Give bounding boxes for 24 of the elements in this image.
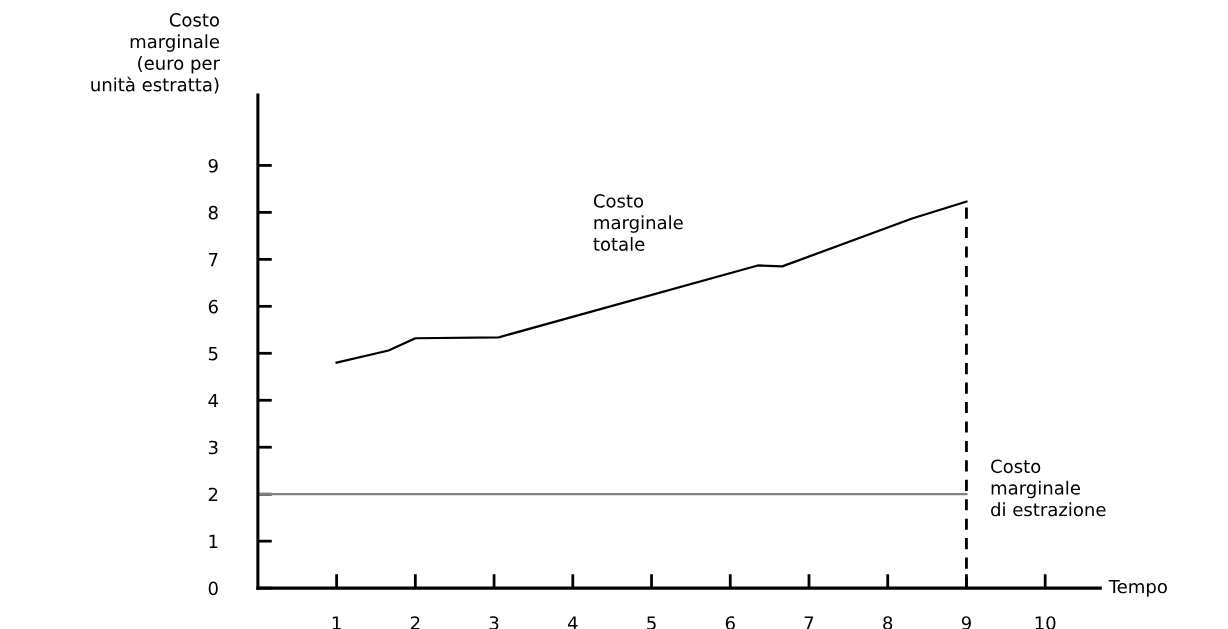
x-tick-label: 8 (883, 616, 893, 629)
x-tick-label: 10 (1035, 616, 1056, 629)
y-axis-title: Costo marginale (euro per unità estratta) (91, 13, 220, 94)
x-tick-label: 7 (804, 616, 814, 629)
y-tick-label: 7 (208, 253, 218, 267)
x-tick-label: 6 (725, 616, 735, 629)
y-tick-label: 5 (208, 346, 218, 361)
x-tick-label: 5 (647, 616, 656, 629)
y-tick-label: 8 (208, 205, 218, 220)
y-tick-label: 6 (208, 299, 218, 314)
x-tick-label: 9 (961, 616, 971, 629)
series-label: Costo marginale totale (593, 194, 683, 251)
x-tick-label: 3 (489, 616, 499, 629)
x-tick-label: 2 (410, 616, 420, 629)
series-label: Costo marginale di estrazione (991, 459, 1106, 517)
y-tick-label: 1 (209, 534, 218, 549)
y-tick-label: 3 (208, 440, 218, 455)
x-tick-label: 1 (332, 616, 341, 629)
x-axis-title: Tempo (1108, 579, 1167, 597)
y-tick-label: 9 (208, 158, 218, 173)
y-tick-label: 4 (208, 393, 218, 408)
y-tick-label: 2 (208, 487, 218, 502)
y-tick-label: 0 (208, 581, 218, 596)
x-tick-label: 4 (567, 616, 578, 629)
